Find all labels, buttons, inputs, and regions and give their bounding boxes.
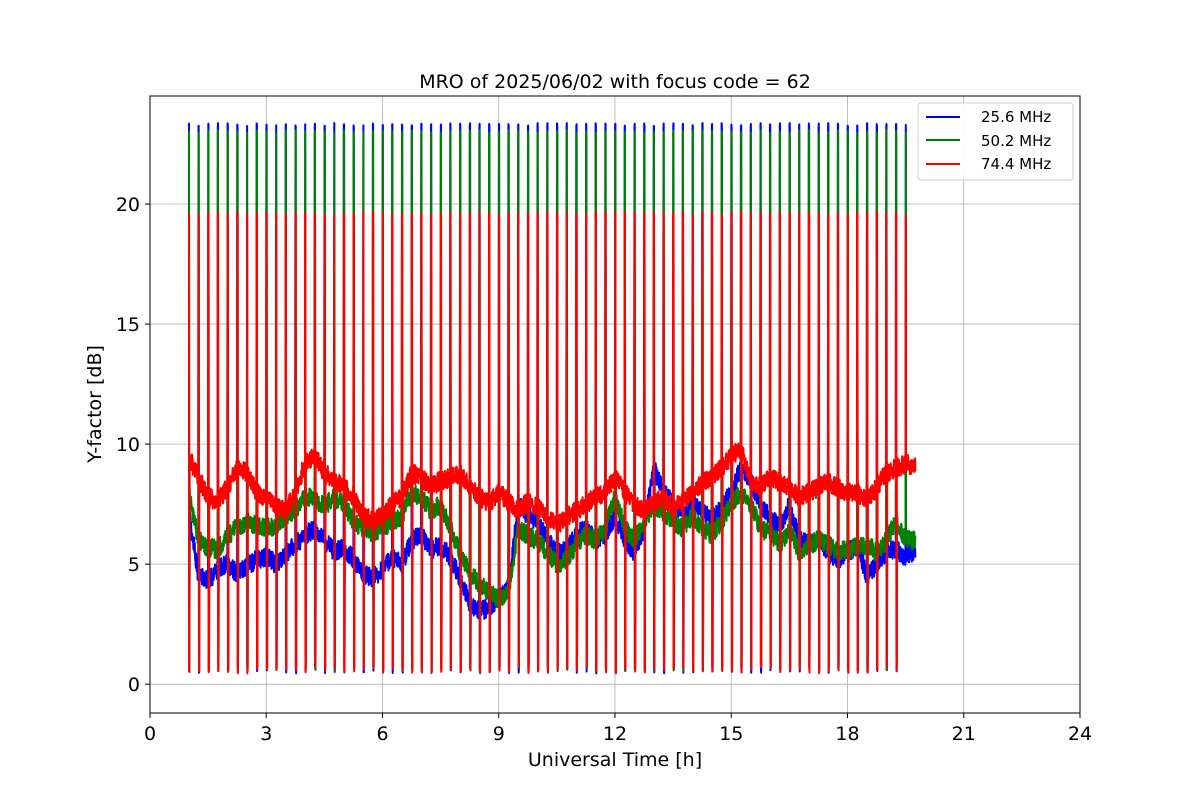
- x-tick-label: 9: [493, 723, 505, 745]
- y-axis-label: Y-factor [dB]: [84, 345, 106, 464]
- x-tick-label: 12: [603, 723, 627, 745]
- x-axis-label: Universal Time [h]: [528, 749, 702, 771]
- series-line-256mhz: [187, 122, 917, 675]
- x-tick-label: 21: [952, 723, 976, 745]
- y-tick-label: 5: [128, 554, 140, 576]
- legend-label-25mhz: 25.6 MHz: [981, 108, 1051, 126]
- x-tick-label: 24: [1068, 723, 1092, 745]
- x-tick-label: 0: [144, 723, 156, 745]
- x-tick-label: 18: [835, 723, 859, 745]
- x-tick-label: 15: [719, 723, 743, 745]
- series-line-502mhz: [187, 129, 917, 672]
- y-tick-label: 10: [116, 434, 140, 456]
- legend-label-50mhz: 50.2 MHz: [981, 132, 1051, 150]
- y-tick-label: 0: [128, 674, 140, 696]
- chart-title: MRO of 2025/06/02 with focus code = 62: [419, 71, 811, 93]
- series-line-744mhz: [187, 210, 917, 675]
- x-tick-label: 6: [376, 723, 388, 745]
- legend-box: [917, 102, 1074, 181]
- y-tick-label: 15: [116, 314, 140, 336]
- legend: 25.6 MHz 50.2 MHz 74.4 MHz: [917, 102, 1074, 181]
- x-tick-label: 3: [260, 723, 272, 745]
- series-lines: [187, 122, 917, 675]
- y-axis: 0 5 10 15 20: [116, 194, 150, 696]
- y-tick-label: 20: [116, 194, 140, 216]
- x-axis: 0 3 6 9 12 15 18 21 24: [144, 713, 1092, 745]
- legend-label-74mhz: 74.4 MHz: [981, 155, 1051, 173]
